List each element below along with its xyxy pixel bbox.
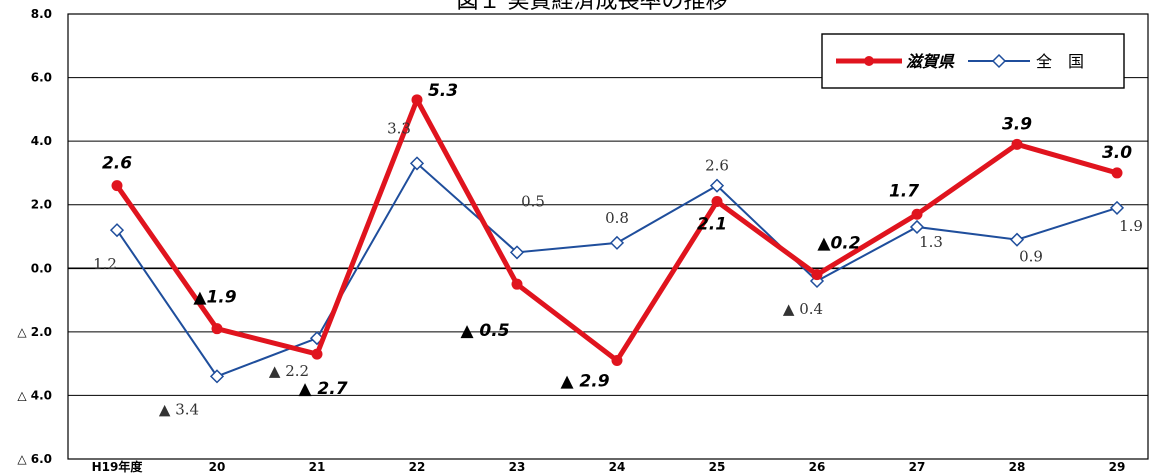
data-label-zenkoku: 0.5 <box>521 192 545 210</box>
data-labels: 2.6 ▲1.9 ▲ 2.7 5.3 ▲ 0.5 ▲ 2.9 2.1 ▲0.2 1.7 3.9 3.… <box>93 81 1143 419</box>
data-label-shiga: 5.3 <box>428 81 458 101</box>
point-marker-zenkoku <box>1009 232 1025 247</box>
point-marker-shiga <box>211 323 223 335</box>
data-label-zenkoku: 2.6 <box>705 157 729 175</box>
y-tick-label: 4.0 <box>31 134 52 148</box>
point-marker-shiga <box>711 196 723 208</box>
x-tick-label: 20 <box>209 460 226 473</box>
point-marker-shiga <box>1011 138 1023 150</box>
data-label-zenkoku: ▲ 0.4 <box>783 300 823 318</box>
chart-title: 図１ 実質経済成長率の推移 <box>457 0 728 14</box>
point-marker-shiga <box>911 208 923 220</box>
legend-swatch-shiga-marker <box>864 56 874 66</box>
data-label-shiga: ▲ 0.5 <box>460 321 509 341</box>
x-axis-ticks: H19年度 20 21 22 23 24 25 26 27 28 29 <box>92 459 1126 473</box>
point-marker-zenkoku <box>509 245 525 260</box>
plot-frame <box>67 13 1149 460</box>
x-tick-label: 25 <box>709 460 726 473</box>
point-marker-zenkoku <box>609 235 625 250</box>
y-tick-label: 6.0 <box>31 71 52 85</box>
legend: 滋賀県 全 国 <box>821 33 1125 89</box>
y-tick-label: 0.0 <box>31 261 52 275</box>
x-tick-label: 27 <box>909 460 926 473</box>
series-line-shiga <box>114 97 1118 363</box>
point-marker-shiga <box>1111 167 1123 179</box>
plot-border <box>67 13 1149 460</box>
data-label-shiga: 3.9 <box>1002 114 1032 134</box>
data-label-zenkoku: 0.8 <box>605 209 629 227</box>
gridlines <box>68 13 1148 460</box>
x-tick-label: 26 <box>809 460 826 473</box>
y-tick-label: 2.0 <box>31 198 52 212</box>
data-label-zenkoku: ▲ 2.2 <box>269 362 309 380</box>
point-marker-shiga <box>111 180 123 192</box>
point-marker-zenkoku <box>209 369 225 384</box>
x-tick-label: 21 <box>309 460 326 473</box>
x-tick-label: 22 <box>409 460 426 473</box>
data-label-shiga: 3.0 <box>1102 143 1132 163</box>
y-tick-label: △ 6.0 <box>17 452 52 466</box>
x-tick-label: 23 <box>509 460 526 473</box>
point-marker-zenkoku <box>709 178 725 193</box>
legend-label-zenkoku: 全 国 <box>1036 52 1084 71</box>
point-marker-shiga <box>411 94 423 106</box>
series-line-zenkoku <box>116 161 1118 378</box>
y-tick-label: △ 2.0 <box>17 325 52 339</box>
data-label-shiga: ▲ 2.9 <box>560 371 609 391</box>
x-tick-label: H19年度 <box>92 459 144 473</box>
x-tick-label: 24 <box>609 460 626 473</box>
data-label-shiga: 1.7 <box>889 181 919 201</box>
point-marker-zenkoku <box>909 219 925 235</box>
legend-label-shiga: 滋賀県 <box>906 52 955 71</box>
y-tick-label: 8.0 <box>31 7 52 21</box>
y-tick-label: △ 4.0 <box>17 388 52 402</box>
legend-swatch-zenkoku-marker <box>991 53 1007 69</box>
data-label-shiga: 2.1 <box>697 215 727 235</box>
data-label-zenkoku: 3.3 <box>387 119 411 137</box>
data-label-shiga: 2.6 <box>102 154 132 174</box>
point-marker-zenkoku <box>109 223 125 238</box>
data-label-shiga: ▲ 2.7 <box>298 379 347 399</box>
data-label-shiga: ▲0.2 <box>817 234 860 254</box>
series-layer <box>109 94 1125 384</box>
data-label-zenkoku: 1.9 <box>1119 217 1143 235</box>
point-marker-shiga <box>811 269 823 281</box>
x-tick-label: 28 <box>1009 460 1026 473</box>
data-label-zenkoku: 0.9 <box>1019 248 1043 266</box>
point-marker-shiga <box>311 348 323 360</box>
data-label-zenkoku: ▲ 3.4 <box>159 400 199 418</box>
y-axis-ticks: 8.0 6.0 4.0 2.0 0.0 △ 2.0 △ 4.0 △ 6.0 <box>17 7 52 466</box>
data-label-zenkoku: 1.3 <box>919 233 943 251</box>
x-tick-label: 29 <box>1109 460 1126 473</box>
point-marker-shiga <box>611 354 623 366</box>
data-label-shiga: ▲1.9 <box>193 288 236 308</box>
data-label-zenkoku: 1.2 <box>93 255 117 273</box>
point-marker-zenkoku <box>1109 200 1125 215</box>
point-marker-zenkoku <box>409 156 425 171</box>
point-marker-shiga <box>511 278 523 290</box>
